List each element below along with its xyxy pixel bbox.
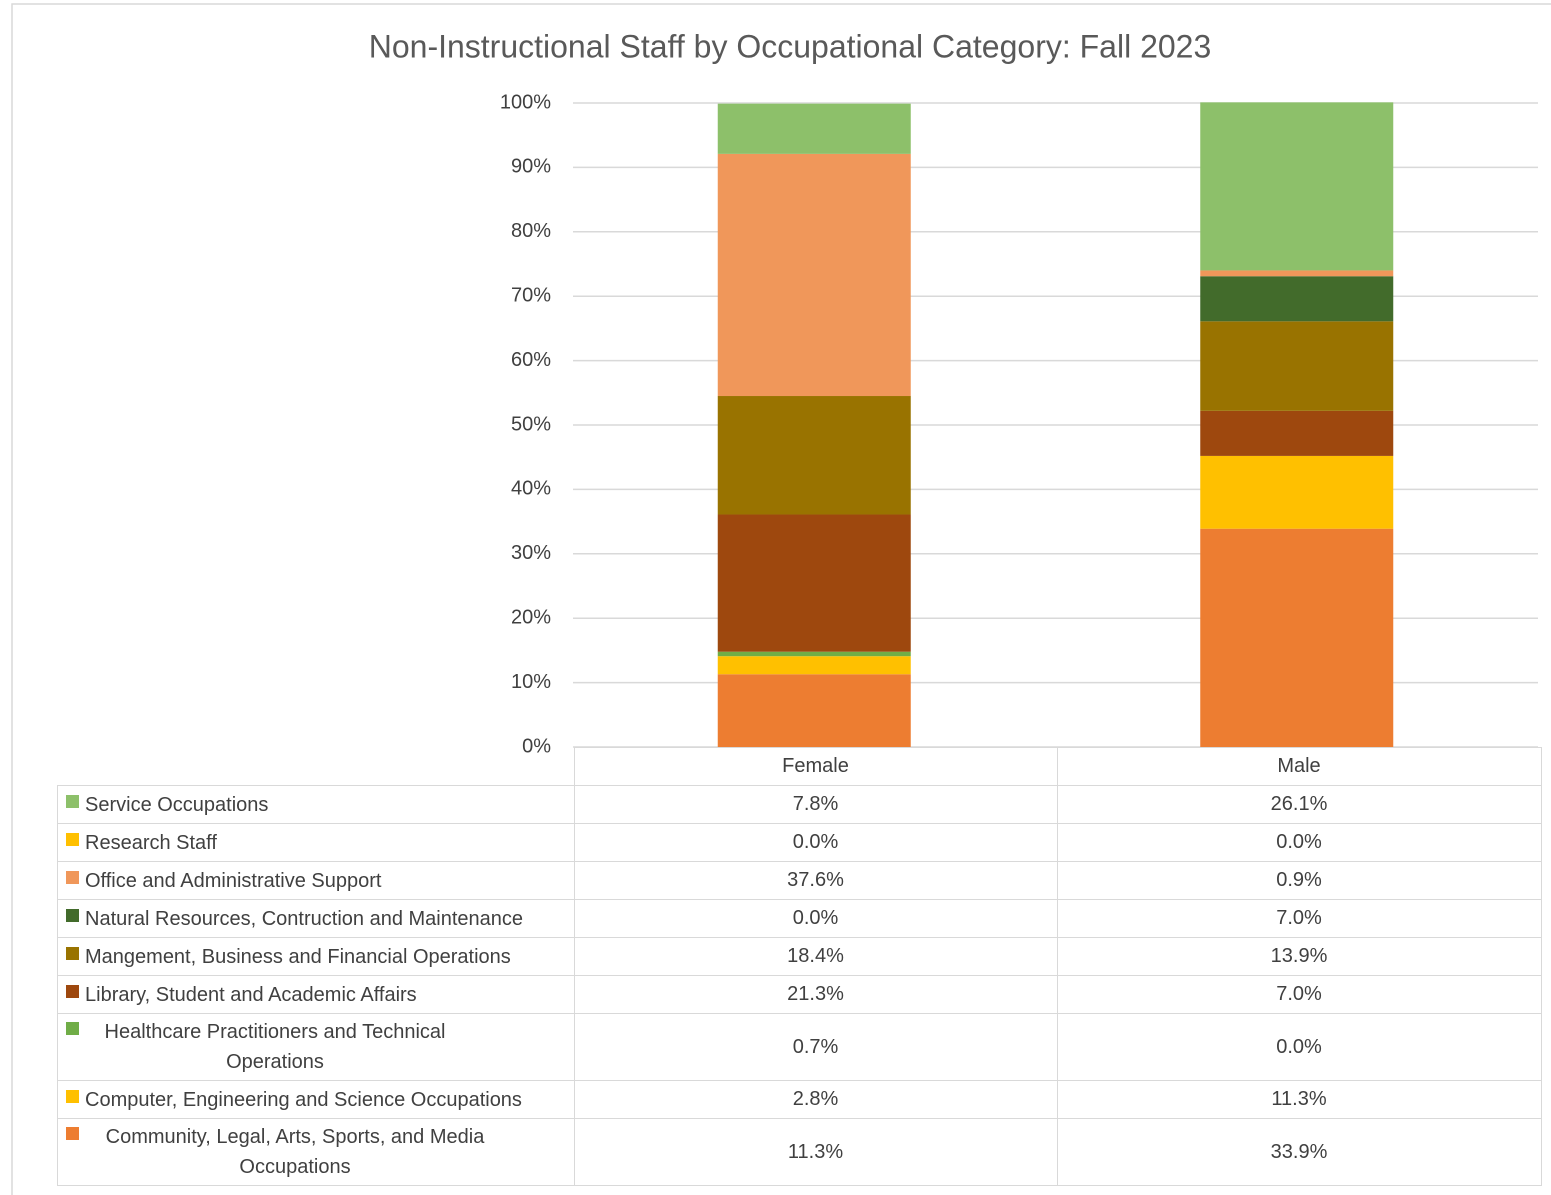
bar-segment xyxy=(1200,276,1394,322)
legend-key xyxy=(66,984,79,998)
legend-label: Library, Student and Academic Affairs xyxy=(85,983,417,1006)
bar-segment xyxy=(717,656,911,675)
y-tick-label: 20% xyxy=(511,606,551,628)
bar-segment xyxy=(717,103,911,154)
data-label: 33.9% xyxy=(1056,1118,1542,1186)
bar-segment xyxy=(717,396,911,515)
data-label: 7.0% xyxy=(1056,975,1542,1014)
data-label: 0.9% xyxy=(1056,861,1542,900)
bar-segment xyxy=(717,514,911,652)
legend-entry: Mangement, Business and Financial Operat… xyxy=(57,937,575,976)
legend-entry: Research Staff xyxy=(57,823,575,862)
bar-segment xyxy=(1200,270,1394,277)
x-tick-label: Female xyxy=(573,747,1058,786)
legend-entry: Healthcare Practitioners and Technical O… xyxy=(57,1013,575,1081)
bar-segment xyxy=(1200,455,1394,529)
table-row: Service Occupations 7.8% 26.1% xyxy=(57,785,1542,824)
legend-entry: Service Occupations xyxy=(57,785,575,824)
data-label: 26.1% xyxy=(1056,785,1542,824)
data-label: 11.3% xyxy=(573,1118,1058,1186)
data-label: 0.0% xyxy=(1056,823,1542,862)
y-tick-label: 100% xyxy=(500,91,551,113)
legend-entry: Computer, Engineering and Science Occupa… xyxy=(57,1080,575,1119)
bar-segment xyxy=(717,674,911,747)
bar-segment xyxy=(1200,528,1394,747)
bar-segment xyxy=(1200,321,1394,411)
legend-entry: Library, Student and Academic Affairs xyxy=(57,975,575,1014)
legend-key xyxy=(66,1127,79,1140)
table-row: Mangement, Business and Financial Operat… xyxy=(57,937,1542,976)
y-tick-label: 80% xyxy=(511,220,551,242)
bar-segment xyxy=(1200,410,1394,456)
y-tick-label: 50% xyxy=(511,413,551,435)
bar-segment xyxy=(717,651,911,657)
data-label: 37.6% xyxy=(573,861,1058,900)
chart-frame xyxy=(11,3,1551,1195)
legend-key xyxy=(66,832,79,846)
table-row: Healthcare Practitioners and Technical O… xyxy=(57,1013,1542,1081)
table-row: Computer, Engineering and Science Occupa… xyxy=(57,1080,1542,1119)
data-label: 13.9% xyxy=(1056,937,1542,976)
y-tick-label: 60% xyxy=(511,349,551,371)
legend-entry: Community, Legal, Arts, Sports, and Medi… xyxy=(57,1118,575,1186)
table-row: Natural Resources, Contruction and Maint… xyxy=(57,899,1542,938)
legend-label: Service Occupations xyxy=(85,793,269,816)
legend-key xyxy=(66,946,79,960)
y-tick-label: 10% xyxy=(511,671,551,693)
data-label: 18.4% xyxy=(573,937,1058,976)
y-tick-label: 30% xyxy=(511,542,551,564)
legend-label: Office and Administrative Support xyxy=(85,869,382,892)
legend-entry: Office and Administrative Support xyxy=(57,861,575,900)
data-label: 0.7% xyxy=(573,1013,1058,1081)
bar-segment xyxy=(717,153,911,397)
legend-label: Computer, Engineering and Science Occupa… xyxy=(85,1088,522,1111)
table-row: Library, Student and Academic Affairs 21.… xyxy=(57,975,1542,1014)
legend-key xyxy=(66,1089,79,1103)
legend-key xyxy=(66,908,79,922)
data-table: Female Male Service Occupations 7.8% 26.1% Re… xyxy=(57,747,1542,1186)
legend-label: Natural Resources, Contruction and Maint… xyxy=(85,907,524,930)
legend-key xyxy=(66,1022,79,1035)
table-row: Community, Legal, Arts, Sports, and Medi… xyxy=(57,1118,1542,1186)
legend-label: Community, Legal, Arts, Sports, and Medi… xyxy=(105,1126,485,1178)
data-label: 7.0% xyxy=(1056,899,1542,938)
legend-key xyxy=(66,794,79,808)
legend-key xyxy=(66,870,79,884)
data-label: 2.8% xyxy=(573,1080,1058,1119)
y-tick-label: 90% xyxy=(511,156,551,178)
data-label: 0.0% xyxy=(1056,1013,1542,1081)
table-row: Research Staff 0.0% 0.0% xyxy=(57,823,1542,862)
table-corner xyxy=(57,747,575,786)
y-tick-label: 70% xyxy=(511,284,551,306)
data-label: 21.3% xyxy=(573,975,1058,1014)
legend-label: Mangement, Business and Financial Operat… xyxy=(85,945,511,968)
legend-entry: Natural Resources, Contruction and Maint… xyxy=(57,899,575,938)
chart-title: Non-Instructional Staff by Occupational … xyxy=(369,28,1212,64)
legend-label: Healthcare Practitioners and Technical O… xyxy=(104,1021,446,1073)
data-label: 0.0% xyxy=(573,823,1058,862)
data-label: 0.0% xyxy=(573,899,1058,938)
data-label: 11.3% xyxy=(1056,1080,1542,1119)
y-tick-label: 40% xyxy=(511,478,551,500)
data-label: 7.8% xyxy=(573,785,1058,824)
x-tick-label: Male xyxy=(1056,747,1542,786)
table-row: Office and Administrative Support 37.6% 0.… xyxy=(57,861,1542,900)
bar-segment xyxy=(1200,102,1394,271)
legend-label: Research Staff xyxy=(85,831,217,854)
table-header-row: Female Male xyxy=(57,747,1542,786)
